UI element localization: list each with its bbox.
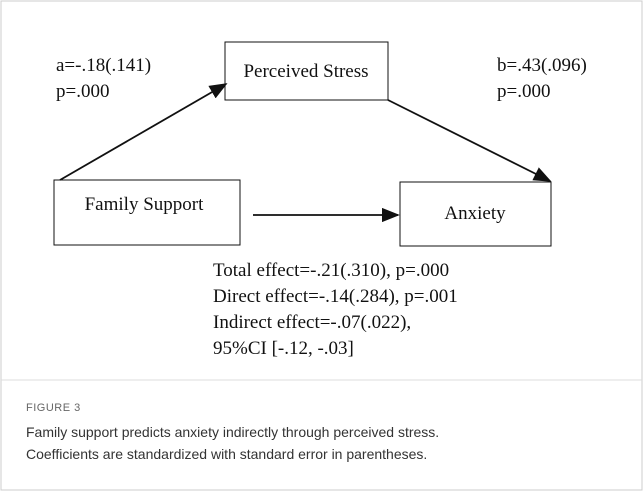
node-box (224, 41, 389, 101)
effect-line: 95%CI [-.12, -.03] (213, 338, 354, 359)
effect-line: Indirect effect=-.07(.022), (213, 312, 411, 333)
effect-line: Direct effect=-.14(.284), p=.001 (213, 286, 458, 307)
caption: Coefficients are standardized with stand… (26, 446, 427, 462)
arrow (59, 83, 228, 181)
effect-line: Total effect=-.21(.310), p=.000 (213, 260, 449, 281)
path-coef: a=-.18(.141) (56, 55, 151, 76)
node-box (399, 181, 552, 247)
node-box (53, 179, 241, 246)
path-p: p=.000 (497, 81, 550, 102)
node-label: Anxiety (444, 203, 506, 224)
arrow (387, 99, 552, 182)
path-coef: b=.43(.096) (497, 55, 587, 76)
caption: Family support predicts anxiety indirect… (26, 424, 439, 440)
node-label: Family Support (85, 194, 204, 215)
node-label: Perceived Stress (243, 61, 368, 82)
figure-label: FIGURE 3 (26, 402, 81, 414)
path-p: p=.000 (56, 81, 109, 102)
